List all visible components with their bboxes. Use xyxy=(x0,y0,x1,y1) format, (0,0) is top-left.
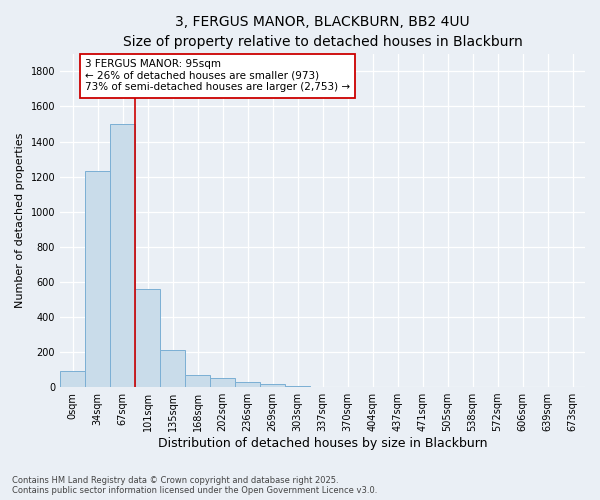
Bar xyxy=(160,350,185,387)
Title: 3, FERGUS MANOR, BLACKBURN, BB2 4UU
Size of property relative to detached houses: 3, FERGUS MANOR, BLACKBURN, BB2 4UU Size… xyxy=(122,15,523,48)
Bar xyxy=(135,289,160,387)
Bar xyxy=(235,382,260,387)
Bar xyxy=(85,172,110,387)
Text: Contains HM Land Registry data © Crown copyright and database right 2025.
Contai: Contains HM Land Registry data © Crown c… xyxy=(12,476,377,495)
Bar xyxy=(60,372,85,387)
Text: 3 FERGUS MANOR: 95sqm
← 26% of detached houses are smaller (973)
73% of semi-det: 3 FERGUS MANOR: 95sqm ← 26% of detached … xyxy=(85,59,350,92)
Bar xyxy=(110,124,135,387)
Bar xyxy=(185,375,210,387)
Y-axis label: Number of detached properties: Number of detached properties xyxy=(15,133,25,308)
Bar xyxy=(210,378,235,387)
X-axis label: Distribution of detached houses by size in Blackburn: Distribution of detached houses by size … xyxy=(158,437,487,450)
Bar xyxy=(260,384,285,387)
Bar xyxy=(285,386,310,387)
